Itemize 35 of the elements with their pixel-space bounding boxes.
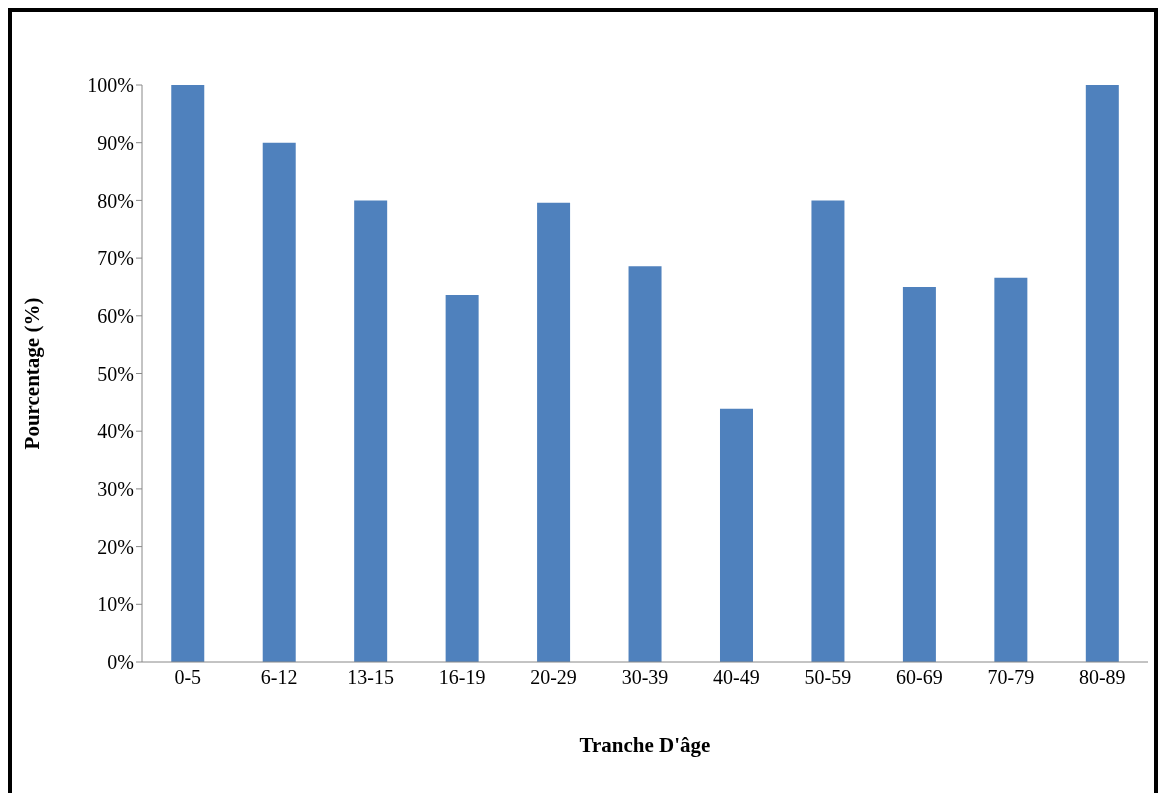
y-tick-label: 40% [97, 420, 134, 443]
y-axis-title: Pourcentage (%) [20, 297, 45, 450]
bar [719, 408, 753, 662]
x-tick-label: 80-89 [1078, 666, 1126, 689]
y-tick-label: 100% [87, 74, 134, 97]
bar [537, 202, 571, 662]
x-tick-label: 16-19 [438, 666, 486, 689]
bar [628, 266, 662, 662]
x-tick-label: 70-79 [987, 666, 1035, 689]
x-tick-label: 30-39 [621, 666, 669, 689]
bar [811, 200, 845, 662]
y-tick-label: 90% [97, 131, 134, 154]
bar [171, 85, 205, 662]
bar [902, 286, 936, 662]
bar [994, 277, 1028, 662]
x-tick-label: 6-12 [260, 666, 298, 689]
x-tick-label: 20-29 [530, 666, 577, 689]
y-tick-label: 50% [97, 362, 134, 385]
y-tick-label: 80% [97, 189, 134, 212]
y-tick-label: 70% [97, 247, 134, 270]
y-tick-label: 30% [97, 478, 134, 500]
bar [262, 142, 296, 662]
y-tick-label: 20% [97, 535, 134, 558]
bar [1085, 85, 1119, 662]
y-tick-label: 10% [97, 593, 134, 616]
y-tick-label: 0% [107, 651, 134, 674]
y-tick-label: 60% [97, 304, 134, 327]
x-tick-label: 40-49 [713, 666, 760, 689]
x-axis-title: Tranche D'âge [579, 733, 711, 757]
x-tick-label: 0-5 [174, 666, 202, 689]
bar [445, 295, 479, 662]
x-tick-label: 13-15 [347, 666, 394, 689]
x-tick-label: 50-59 [804, 666, 852, 689]
bar [354, 200, 388, 662]
x-tick-label: 60-69 [896, 666, 943, 689]
